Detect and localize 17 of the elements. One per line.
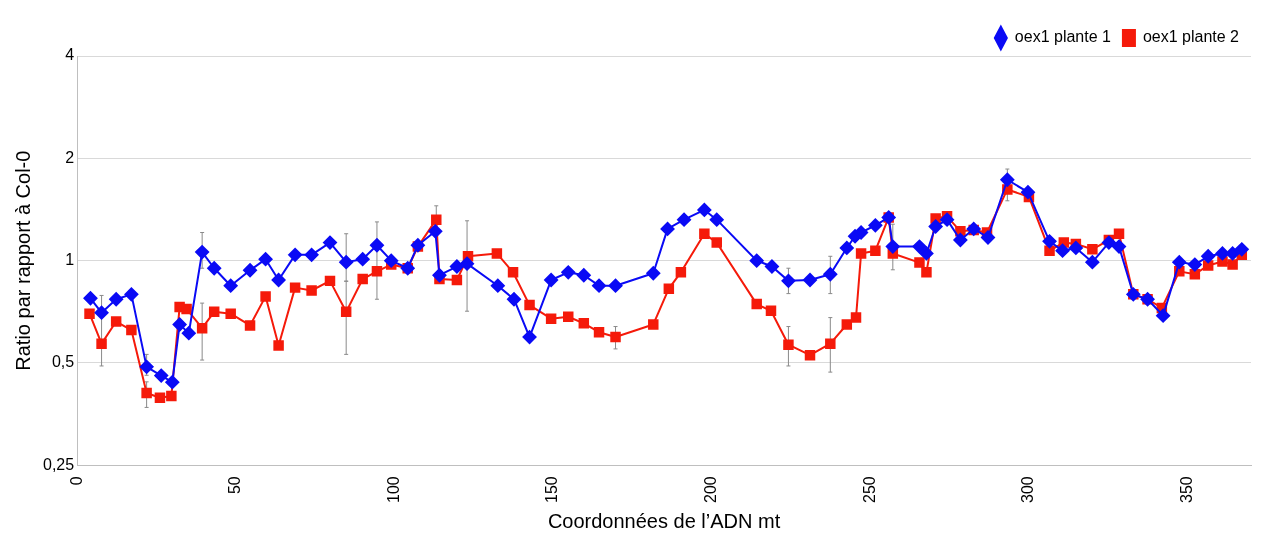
- legend-label: oex1 plante 2: [1142, 28, 1240, 46]
- x-tick-label: 300: [1019, 476, 1037, 504]
- x-tick-label: 100: [384, 476, 402, 504]
- x-tick-label: 50: [226, 476, 244, 495]
- y-tick-label: 4: [65, 46, 75, 64]
- x-tick-label: 250: [860, 476, 878, 504]
- y-tick-label: 2: [65, 148, 75, 166]
- x-tick-label: 150: [543, 476, 561, 504]
- x-tick-label: 0: [67, 476, 85, 486]
- x-axis-title: Coordonnées de l’ADN mt: [547, 509, 781, 532]
- y-tick-label: 0,25: [43, 455, 75, 473]
- legend-label: oex1 plante 1: [1014, 28, 1112, 46]
- x-tick-label: 200: [702, 476, 720, 504]
- y-tick-label: 1: [65, 251, 75, 269]
- y-axis-title: Ratio par rapport à Col-0: [11, 150, 34, 371]
- x-tick-label: 350: [1177, 476, 1195, 504]
- y-tick-label: 0,5: [51, 353, 75, 371]
